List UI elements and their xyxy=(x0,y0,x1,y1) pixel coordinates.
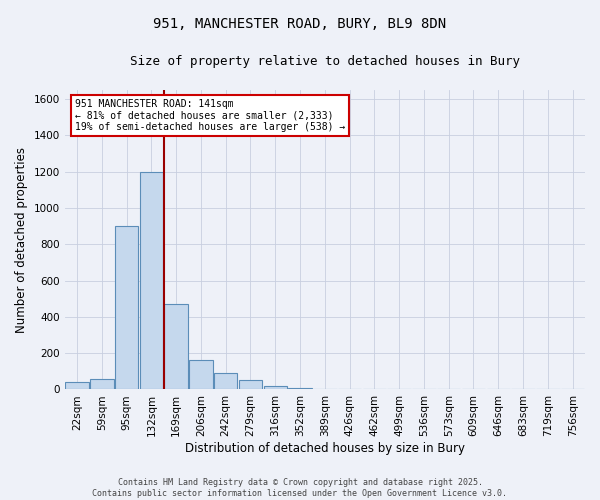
Bar xyxy=(214,373,238,390)
Bar xyxy=(115,226,139,390)
Bar xyxy=(189,360,213,390)
X-axis label: Distribution of detached houses by size in Bury: Distribution of detached houses by size … xyxy=(185,442,465,455)
Y-axis label: Number of detached properties: Number of detached properties xyxy=(15,146,28,332)
Text: Contains HM Land Registry data © Crown copyright and database right 2025.
Contai: Contains HM Land Registry data © Crown c… xyxy=(92,478,508,498)
Bar xyxy=(65,382,89,390)
Bar xyxy=(288,388,312,390)
Bar xyxy=(263,386,287,390)
Text: 951 MANCHESTER ROAD: 141sqm
← 81% of detached houses are smaller (2,333)
19% of : 951 MANCHESTER ROAD: 141sqm ← 81% of det… xyxy=(75,99,346,132)
Bar xyxy=(90,378,113,390)
Bar xyxy=(140,172,163,390)
Title: Size of property relative to detached houses in Bury: Size of property relative to detached ho… xyxy=(130,55,520,68)
Bar xyxy=(239,380,262,390)
Text: 951, MANCHESTER ROAD, BURY, BL9 8DN: 951, MANCHESTER ROAD, BURY, BL9 8DN xyxy=(154,18,446,32)
Bar xyxy=(164,304,188,390)
Bar xyxy=(313,388,337,390)
